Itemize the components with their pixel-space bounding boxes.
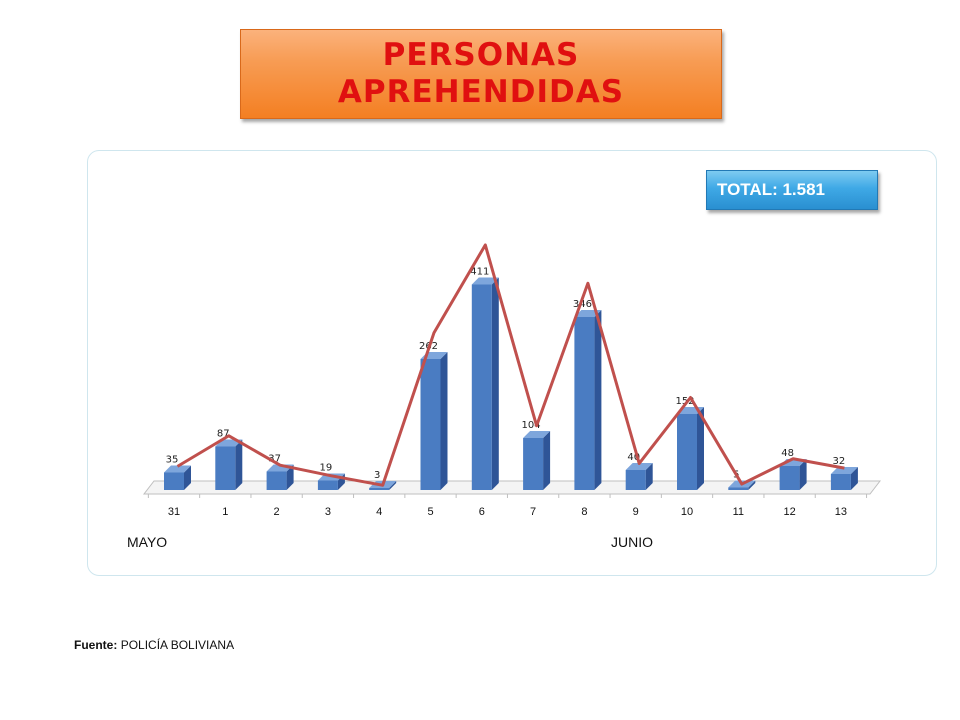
x-tick-label: 3 (325, 506, 331, 518)
bar-top (625, 463, 653, 470)
bar-side (286, 464, 294, 490)
bar-top (523, 431, 551, 438)
data-label: 152 (675, 396, 694, 407)
x-tick-label: 11 (733, 506, 744, 518)
data-label: 40 (627, 452, 640, 463)
bar-side (645, 463, 653, 490)
bar (574, 317, 595, 490)
bar (523, 438, 544, 490)
data-label: 19 (320, 463, 333, 474)
bar-side (543, 431, 551, 490)
bar-side (799, 459, 807, 490)
source-label: Fuente: (74, 638, 118, 652)
bar-side (184, 465, 191, 490)
title-banner: PERSONAS APREHENDIDAS (240, 29, 722, 119)
x-tick-label: 31 (168, 506, 180, 518)
title-line-1: PERSONAS (382, 37, 580, 73)
bar (164, 472, 184, 490)
bar-side (850, 467, 858, 490)
chart-floor (142, 480, 882, 495)
bar (369, 488, 390, 490)
x-tick-label: 2 (274, 506, 280, 518)
bar-top (471, 277, 499, 285)
series-line (176, 243, 845, 487)
month-label-june: JUNIO (611, 534, 653, 550)
source-value: POLICÍA BOLIVIANA (120, 638, 235, 652)
x-tick-label: 9 (633, 506, 639, 518)
data-label: 104 (522, 420, 541, 431)
bar-top (830, 467, 858, 474)
x-tick-label: 8 (581, 506, 587, 518)
bar (471, 284, 492, 490)
bar (779, 466, 800, 490)
data-label: 32 (833, 456, 846, 467)
data-label: 3 (374, 470, 380, 481)
chart-frame (87, 150, 937, 576)
bar-side (440, 352, 448, 490)
bar (677, 414, 697, 490)
bar-side (235, 439, 243, 490)
bar-side (697, 407, 704, 490)
data-label: 346 (573, 299, 592, 310)
bar-side (594, 310, 602, 490)
bar-top (164, 465, 191, 473)
source-note: Fuente: POLICÍA BOLIVIANA (74, 638, 234, 652)
bar (728, 487, 749, 490)
data-label: 48 (781, 448, 794, 459)
bar-side (748, 480, 756, 490)
bar (830, 474, 851, 490)
x-tick-label: 4 (376, 506, 382, 518)
bar (266, 471, 287, 490)
bar (625, 470, 646, 490)
x-tick-label: 1 (222, 506, 228, 518)
bar-side (491, 277, 499, 490)
x-tick-label: 12 (783, 506, 795, 518)
total-badge: TOTAL: 1.581 (706, 170, 878, 210)
data-label: 37 (268, 454, 281, 465)
bar (317, 480, 338, 490)
bar (420, 359, 441, 490)
x-tick-label: 5 (427, 506, 433, 518)
month-label-may: MAYO (127, 534, 168, 550)
x-tick-label: 7 (530, 506, 536, 518)
data-label: 87 (217, 429, 230, 440)
title-line-2: APREHENDIDAS (337, 74, 625, 110)
x-tick-label: 10 (681, 506, 693, 518)
x-tick-label: 6 (479, 506, 485, 518)
data-label: 35 (166, 455, 179, 466)
x-tick-label: 13 (835, 506, 847, 518)
bar-side (389, 481, 397, 490)
data-label: 411 (470, 267, 489, 278)
bar (215, 446, 236, 490)
